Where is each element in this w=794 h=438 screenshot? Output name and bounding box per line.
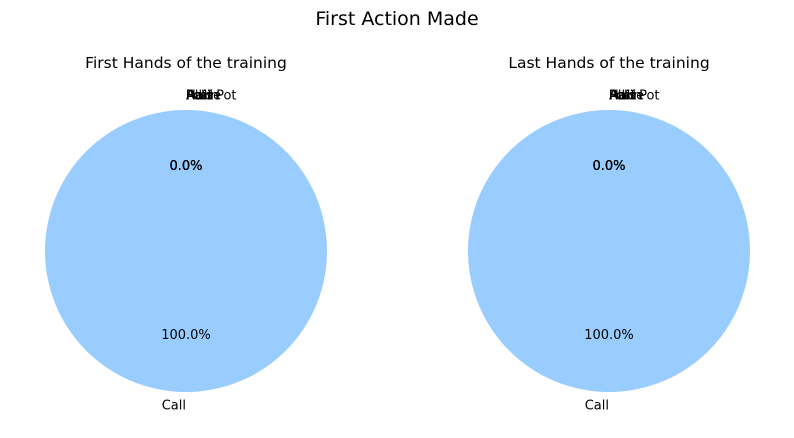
pie-pct-half-pot: 0.0% [592,159,625,174]
pie-label-call: Call [585,399,609,414]
pie-title: Last Hands of the training [508,54,709,72]
pie-label-pot: Pot [609,88,629,103]
pie-label-call: Call [162,399,186,414]
pie-slice-call [45,110,327,392]
pie-pct-all-in: 0.0% [169,159,202,174]
pie-title: First Hands of the training [85,54,287,72]
pie-chart-last-hands: Last Hands of the training Call 100.0% Fold… [468,54,750,414]
figure-title: First Action Made [315,8,478,30]
pie-pct-half-pot: 0.0% [169,159,202,174]
pie-label-half-pot: Half Pot [609,88,660,103]
pie-label-pot: Pot [186,88,206,103]
pie-label-fold: Fold [609,88,636,103]
pie-pct-all-in: 0.0% [592,159,625,174]
pie-label-all-in: All-in [609,88,642,103]
pie-slice-call [468,110,750,392]
pie-label-fold: Fold [186,88,213,103]
pie-pct-raise: 0.0% [169,159,202,174]
pie-chart-first-hands: First Hands of the training Call 100.0% Fol… [45,54,327,414]
pie-pct-pot: 0.0% [592,159,625,174]
pie-pct-call: 100.0% [584,328,634,343]
pie-label-raise: Raise [609,88,644,103]
pie-label-raise: Raise [186,88,221,103]
pie-pct-call: 100.0% [161,328,211,343]
pie-pct-raise: 0.0% [592,159,625,174]
pie-label-all-in: All-in [186,88,219,103]
pie-pct-pot: 0.0% [169,159,202,174]
pie-label-half-pot: Half Pot [186,88,237,103]
pie-pct-fold: 0.0% [592,159,625,174]
pie-pct-fold: 0.0% [169,159,202,174]
